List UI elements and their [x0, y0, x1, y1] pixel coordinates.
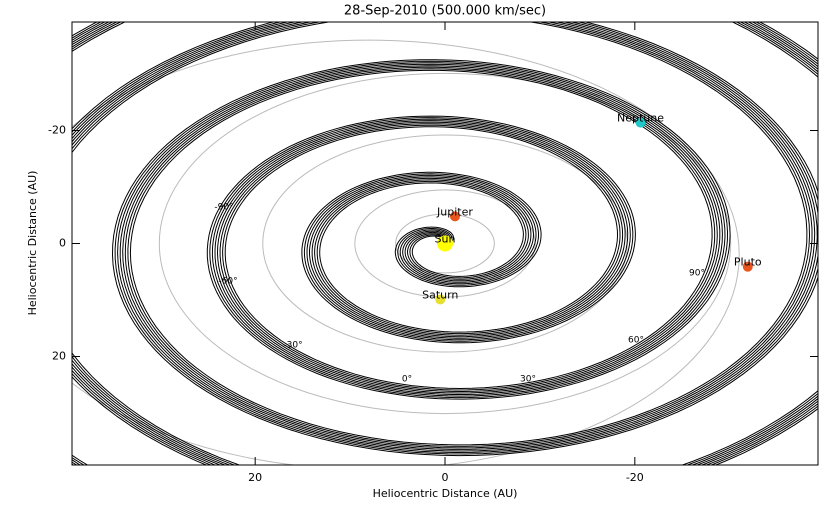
x-axis-label: Heliocentric Distance (AU) — [373, 487, 518, 500]
orbit — [72, 39, 740, 465]
planet-label: Neptune — [617, 112, 664, 125]
y-axis-label: Heliocentric Distance (AU) — [26, 171, 39, 316]
planet-label: Sun — [435, 233, 456, 246]
x-tick-label: 0 — [442, 471, 449, 484]
planet-marker — [449, 211, 460, 222]
planet-marker — [635, 117, 646, 128]
longitude-label: -60° — [218, 277, 237, 287]
planet-marker — [435, 294, 446, 305]
planet-label: Jupiter — [436, 205, 473, 218]
longitude-label: 0° — [402, 375, 412, 385]
orbit — [158, 72, 732, 415]
y-tick-label: 0 — [59, 237, 66, 250]
planet-marker — [437, 235, 453, 252]
orbit — [395, 213, 495, 274]
chart-title: 28-Sep-2010 (500.000 km/sec) — [344, 4, 546, 19]
planet-label: Pluto — [734, 256, 762, 269]
longitude-label: 90° — [689, 269, 705, 279]
longitude-label: 30° — [520, 375, 536, 385]
y-tick-label: -20 — [48, 123, 66, 136]
planet-label: Saturn — [422, 288, 458, 301]
y-tick-label: 20 — [52, 350, 66, 363]
longitude-label: -30° — [283, 341, 302, 351]
x-tick-label: 20 — [248, 471, 262, 484]
planet-marker — [742, 261, 753, 272]
longitude-label: -90° — [214, 203, 233, 213]
x-tick-label: -20 — [626, 471, 644, 484]
longitude-label: 60° — [628, 336, 644, 346]
